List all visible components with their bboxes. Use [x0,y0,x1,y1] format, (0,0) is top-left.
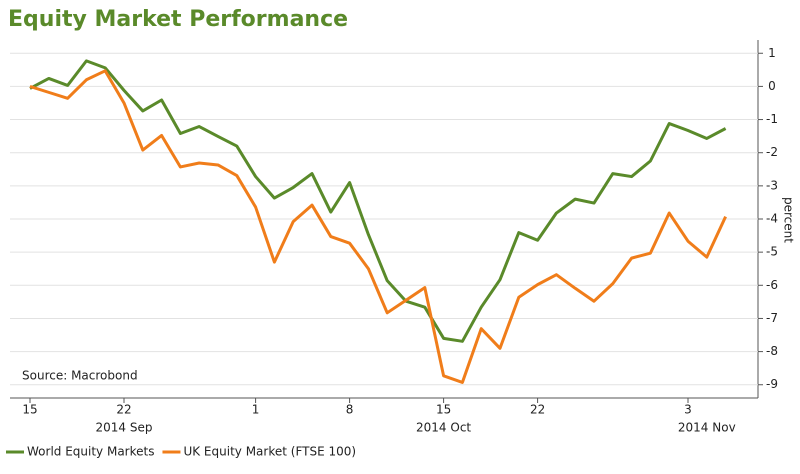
y-tick-label: -7 [766,311,778,325]
x-group-label: 2014 Oct [416,421,471,435]
x-tick-label: 15 [22,403,37,417]
x-tick-label: 8 [346,403,354,417]
x-tick-label: 3 [684,403,692,417]
x-tick-label: 22 [530,403,545,417]
y-tick-label: -3 [766,178,778,192]
source-note: Source: Macrobond [22,369,138,383]
y-tick-label: 1 [768,46,776,60]
y-tick-label: -1 [766,112,778,126]
x-tick-label: 22 [116,403,131,417]
y-tick-label: -9 [766,377,778,391]
x-tick-label: 15 [436,403,451,417]
chart-title: Equity Market Performance [8,7,348,32]
y-tick-label: -4 [766,212,778,226]
series-line [29,59,727,343]
legend-label: UK Equity Market (FTSE 100) [183,445,356,459]
series-line [29,69,727,384]
x-group-label: 2014 Nov [678,421,736,435]
y-tick-label: -6 [766,278,778,292]
y-tick-label: 0 [768,79,776,93]
y-tick-label: -2 [766,145,778,159]
legend-label: World Equity Markets [27,445,154,459]
y-tick-label: -8 [766,344,778,358]
x-group-label: 2014 Sep [96,421,153,435]
x-tick-label: 1 [252,403,260,417]
y-axis-label: percent [782,197,796,243]
y-tick-label: -5 [766,245,778,259]
